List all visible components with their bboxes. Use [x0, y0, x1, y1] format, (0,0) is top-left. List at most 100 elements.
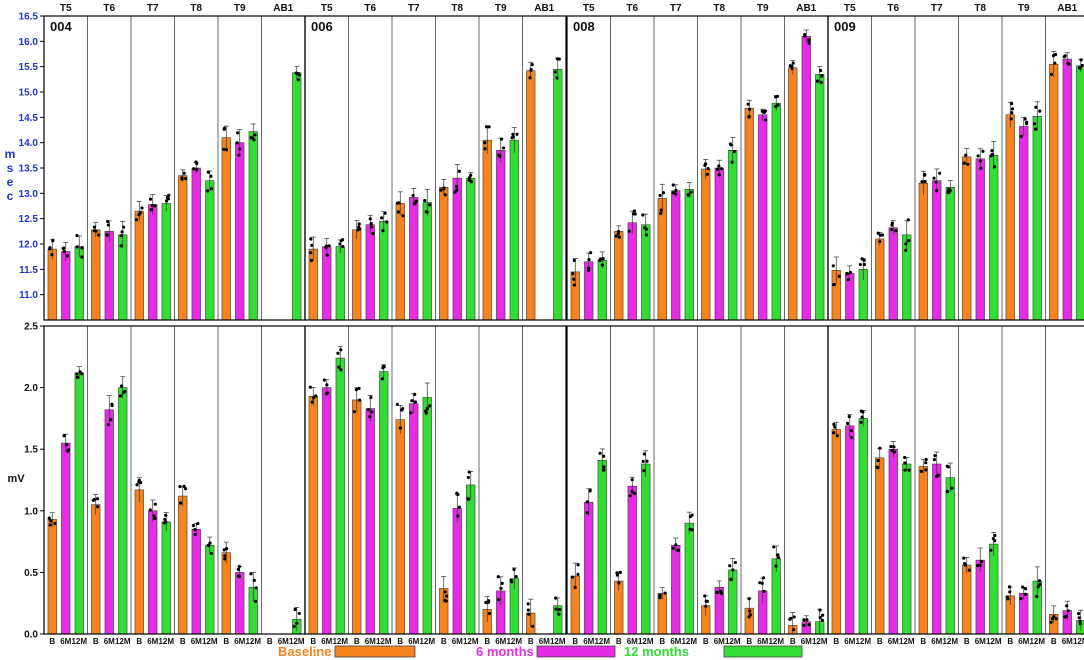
top-data-point — [788, 64, 792, 68]
bottom-data-point — [642, 452, 647, 456]
top-data-point — [687, 193, 691, 197]
bottom-bar — [104, 409, 114, 635]
top-bar — [452, 177, 462, 321]
top-data-point — [938, 171, 942, 175]
top-data-point — [48, 247, 52, 251]
bottom-data-point — [731, 568, 735, 572]
top-bar — [657, 198, 667, 321]
top-data-point — [1010, 107, 1015, 111]
top-data-point — [414, 199, 418, 203]
group-tick-label: 6M — [1062, 637, 1073, 646]
top-ytick-label: 13.5 — [19, 164, 39, 175]
bottom-data-point — [224, 546, 229, 551]
bottom-ytick-label: 2.0 — [24, 383, 38, 394]
bottom-bar — [47, 519, 57, 635]
bottom-data-point — [398, 426, 402, 430]
top-data-point — [671, 191, 675, 195]
group-tick-label: 6M — [757, 637, 768, 646]
bottom-data-point — [924, 468, 928, 472]
bottom-data-point — [163, 517, 167, 521]
bottom-data-point — [818, 615, 822, 620]
group-tick-label: 6M — [975, 637, 986, 646]
top-data-point — [815, 79, 820, 83]
top-data-point — [222, 147, 226, 151]
top-data-point — [706, 167, 710, 171]
bottom-bar — [597, 460, 607, 635]
top-data-point — [134, 218, 139, 222]
top-data-point — [51, 239, 55, 243]
bottom-data-point — [1066, 609, 1070, 613]
top-data-point — [439, 188, 443, 192]
top-data-point — [309, 251, 313, 255]
group-tick-label: 12M — [376, 637, 392, 646]
bottom-data-point — [249, 572, 253, 576]
top-data-point — [385, 220, 389, 224]
bottom-data-point — [776, 555, 781, 560]
bottom-data-point — [311, 396, 316, 400]
bottom-bar — [684, 522, 694, 635]
bottom-data-point — [832, 422, 836, 427]
bottom-bar — [845, 425, 855, 635]
subject-label: 008 — [573, 19, 595, 34]
top-ytick-label: 16.0 — [19, 37, 39, 48]
top-bar — [945, 187, 955, 321]
bottom-data-point — [164, 520, 168, 524]
bottom-data-point — [993, 539, 997, 543]
top-data-point — [148, 197, 153, 201]
bottom-data-point — [135, 483, 139, 487]
group-tick-label: 12M — [419, 637, 435, 646]
bottom-data-point — [512, 567, 516, 572]
bottom-data-point — [497, 597, 501, 602]
top-ytick-label: 12.0 — [19, 240, 39, 251]
bottom-data-point — [989, 548, 993, 552]
bottom-data-point — [850, 435, 854, 440]
segment-label: T9 — [234, 3, 246, 14]
top-data-point — [206, 170, 210, 174]
bottom-data-point — [487, 611, 492, 616]
segment-label: T5 — [60, 3, 72, 14]
bottom-bar — [395, 419, 405, 635]
bottom-data-point — [602, 468, 606, 472]
bottom-data-point — [907, 468, 911, 472]
bottom-ytick-label: 0.0 — [24, 630, 38, 641]
top-data-point — [644, 233, 649, 237]
top-data-point — [904, 242, 908, 246]
top-data-point — [878, 233, 882, 237]
top-data-point — [501, 146, 506, 150]
segment-label: T7 — [670, 3, 682, 14]
top-data-point — [791, 61, 795, 65]
bottom-data-point — [715, 590, 719, 594]
bottom-data-point — [336, 351, 340, 355]
top-data-point — [182, 171, 186, 175]
bottom-data-point — [705, 599, 709, 603]
bottom-data-point — [892, 450, 897, 454]
bottom-data-point — [499, 586, 503, 590]
top-data-point — [848, 270, 853, 274]
top-bar — [322, 246, 332, 321]
top-data-point — [235, 141, 239, 145]
group-tick-label: 6M — [539, 637, 550, 646]
top-data-point — [641, 213, 645, 217]
top-data-point — [689, 190, 693, 194]
top-data-point — [934, 180, 938, 184]
bottom-data-point — [663, 591, 667, 595]
top-data-point — [80, 255, 84, 259]
bottom-data-point — [514, 575, 518, 579]
bottom-data-point — [818, 608, 822, 612]
bottom-data-point — [630, 489, 634, 493]
bottom-data-point — [223, 554, 227, 558]
segment-label: T9 — [1018, 3, 1030, 14]
top-data-point — [632, 212, 636, 216]
group-tick-label: B — [877, 637, 883, 646]
group-tick-label: 12M — [812, 637, 828, 646]
top-data-point — [858, 262, 862, 267]
segment-label: AB1 — [796, 3, 816, 14]
top-data-point — [119, 234, 123, 238]
bottom-data-point — [92, 497, 97, 502]
group-tick-label: 12M — [638, 637, 654, 646]
bottom-bar — [322, 387, 332, 635]
group-tick-label: 6M — [104, 637, 115, 646]
bottom-data-point — [1035, 594, 1039, 599]
top-ytick-label: 11.0 — [19, 290, 38, 301]
